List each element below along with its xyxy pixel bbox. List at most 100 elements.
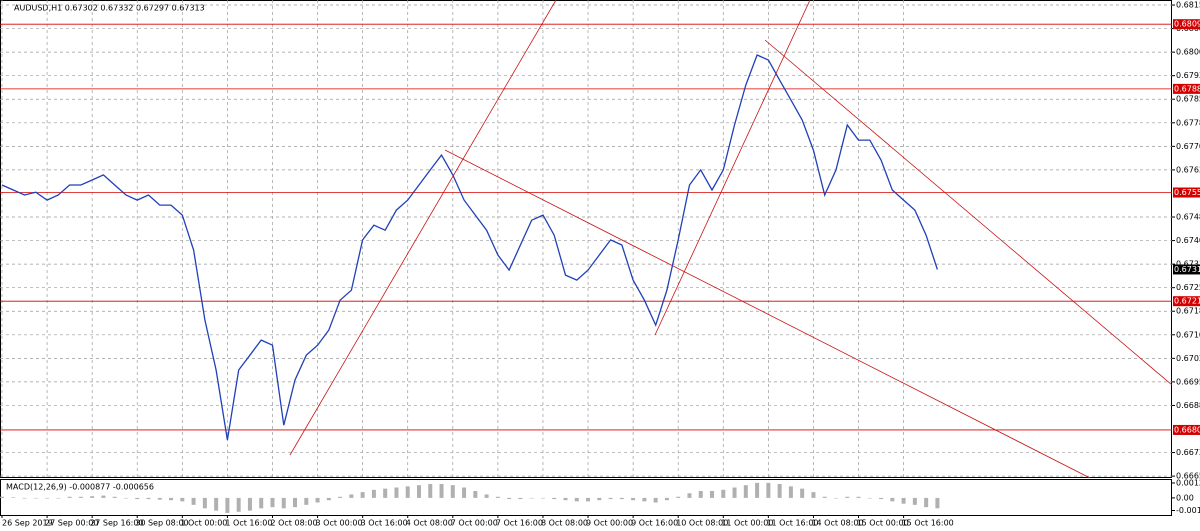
macd-bar [563, 497, 568, 501]
trend-line [764, 39, 1173, 386]
macd-bar [642, 497, 647, 502]
macd-bar [90, 496, 95, 498]
macd-bar [360, 492, 365, 498]
macd-bar [664, 497, 669, 501]
macd-bar [867, 497, 872, 499]
x-tick-label: 2 Oct 08:00 [270, 519, 317, 528]
macd-bar [619, 497, 624, 500]
chart-title: AUDUSD,H1 0.67302 0.67332 0.67297 0.6731… [14, 4, 205, 13]
macd-bar [540, 497, 545, 499]
price-line [1, 54, 939, 441]
y-tick-label: 0.67780 [1176, 118, 1200, 127]
macd-bar [552, 497, 557, 500]
x-tick-label: 3 Oct 00:00 [316, 519, 363, 528]
y-tick-label: 0.67105 [1176, 330, 1200, 339]
macd-bar [833, 497, 838, 499]
x-tick-label: 10 Oct 08:00 [676, 519, 728, 528]
macd-bar [811, 492, 816, 498]
x-tick-label: 15 Oct 16:00 [902, 519, 954, 528]
macd-bar [371, 489, 376, 498]
level-label: 0.68094 [1174, 20, 1200, 29]
macd-bar [653, 497, 658, 503]
macd-bar [416, 485, 421, 498]
level-label: 0.66802 [1174, 425, 1200, 434]
macd-bar [101, 495, 106, 498]
level-label: 0.67558 [1174, 188, 1200, 197]
last-price-label: 0.67313 [1174, 265, 1200, 274]
x-tick-label: 9 Oct 16:00 [631, 519, 678, 528]
x-tick-label: 27 Sep 16:00 [90, 519, 143, 528]
y-tick-label: 0.00 [1176, 493, 1194, 502]
level-tag [1173, 296, 1200, 307]
macd-title: MACD(12,26,9) -0.000877 -0.000656 [6, 483, 154, 492]
macd-bar [146, 497, 151, 500]
macd-bar [293, 497, 298, 508]
y-tick-label: 0.67330 [1176, 260, 1200, 269]
macd-bar [191, 497, 196, 505]
macd-bar [822, 496, 827, 498]
x-tick-label: 26 Sep 2019 [2, 519, 53, 528]
x-tick-label: 15 Oct 00:00 [857, 519, 909, 528]
macd-bar [597, 497, 602, 501]
y-tick-label: 0.68005 [1176, 48, 1200, 57]
macd-bar [710, 490, 715, 498]
macd-bar [0, 496, 4, 498]
macd-bar [732, 487, 737, 498]
y-tick-label: 0.67030 [1176, 354, 1200, 363]
macd-bar [507, 497, 512, 500]
x-tick-label: 11 Oct 00:00 [721, 519, 773, 528]
x-tick-label: 1 Oct 00:00 [180, 519, 227, 528]
macd-bar [338, 496, 343, 498]
x-tick-label: 7 Oct 16:00 [496, 519, 543, 528]
macd-bar [439, 484, 444, 498]
macd-bar [225, 497, 230, 513]
level-label: 0.67888 [1174, 84, 1200, 93]
macd-bar [924, 497, 929, 508]
x-tick-label: 9 Oct 00:00 [586, 519, 633, 528]
y-tick-label: 0.66730 [1176, 448, 1200, 457]
macd-bar [912, 497, 917, 505]
macd-bar [383, 488, 388, 498]
y-tick-label: 0.67705 [1176, 142, 1200, 151]
x-tick-label: 3 Oct 16:00 [361, 519, 408, 528]
macd-bar [473, 490, 478, 498]
macd-bar [123, 497, 128, 499]
macd-bar [462, 487, 467, 498]
trend-line [289, 0, 557, 456]
macd-bar [394, 487, 399, 498]
level-tag [1173, 19, 1200, 30]
y-tick-label: 0.68155 [1176, 1, 1200, 10]
macd-bar [788, 486, 793, 498]
macd-bar [270, 497, 275, 508]
y-tick-label: 0.001292 [1176, 478, 1200, 487]
x-tick-label: 11 Oct 16:00 [766, 519, 818, 528]
y-tick-label: 0.67180 [1176, 307, 1200, 316]
macd-bar [405, 486, 410, 498]
macd-bar [687, 493, 692, 498]
macd-bar [326, 497, 331, 501]
macd-bar [247, 497, 252, 511]
macd-bar [11, 497, 16, 498]
macd-bar [236, 497, 241, 512]
macd-panel [0, 479, 1172, 516]
y-tick-label: -0.00109 [1176, 506, 1200, 515]
macd-bar [157, 497, 162, 500]
macd-bar [518, 497, 523, 500]
main-panel [0, 0, 1172, 478]
macd-bar [349, 494, 354, 498]
macd-bar [698, 490, 703, 498]
last-price-tag [1173, 264, 1200, 275]
macd-bar [608, 497, 613, 500]
level-tag [1173, 424, 1200, 435]
macd-bar [777, 484, 782, 498]
x-tick-label: 7 Oct 00:00 [451, 519, 498, 528]
macd-bar [935, 497, 940, 509]
macd-bar [304, 497, 309, 505]
level-tag [1173, 83, 1200, 94]
macd-bar [214, 497, 219, 511]
y-tick-label: 0.67630 [1176, 165, 1200, 174]
macd-bar [879, 497, 884, 500]
macd-bar [743, 485, 748, 498]
